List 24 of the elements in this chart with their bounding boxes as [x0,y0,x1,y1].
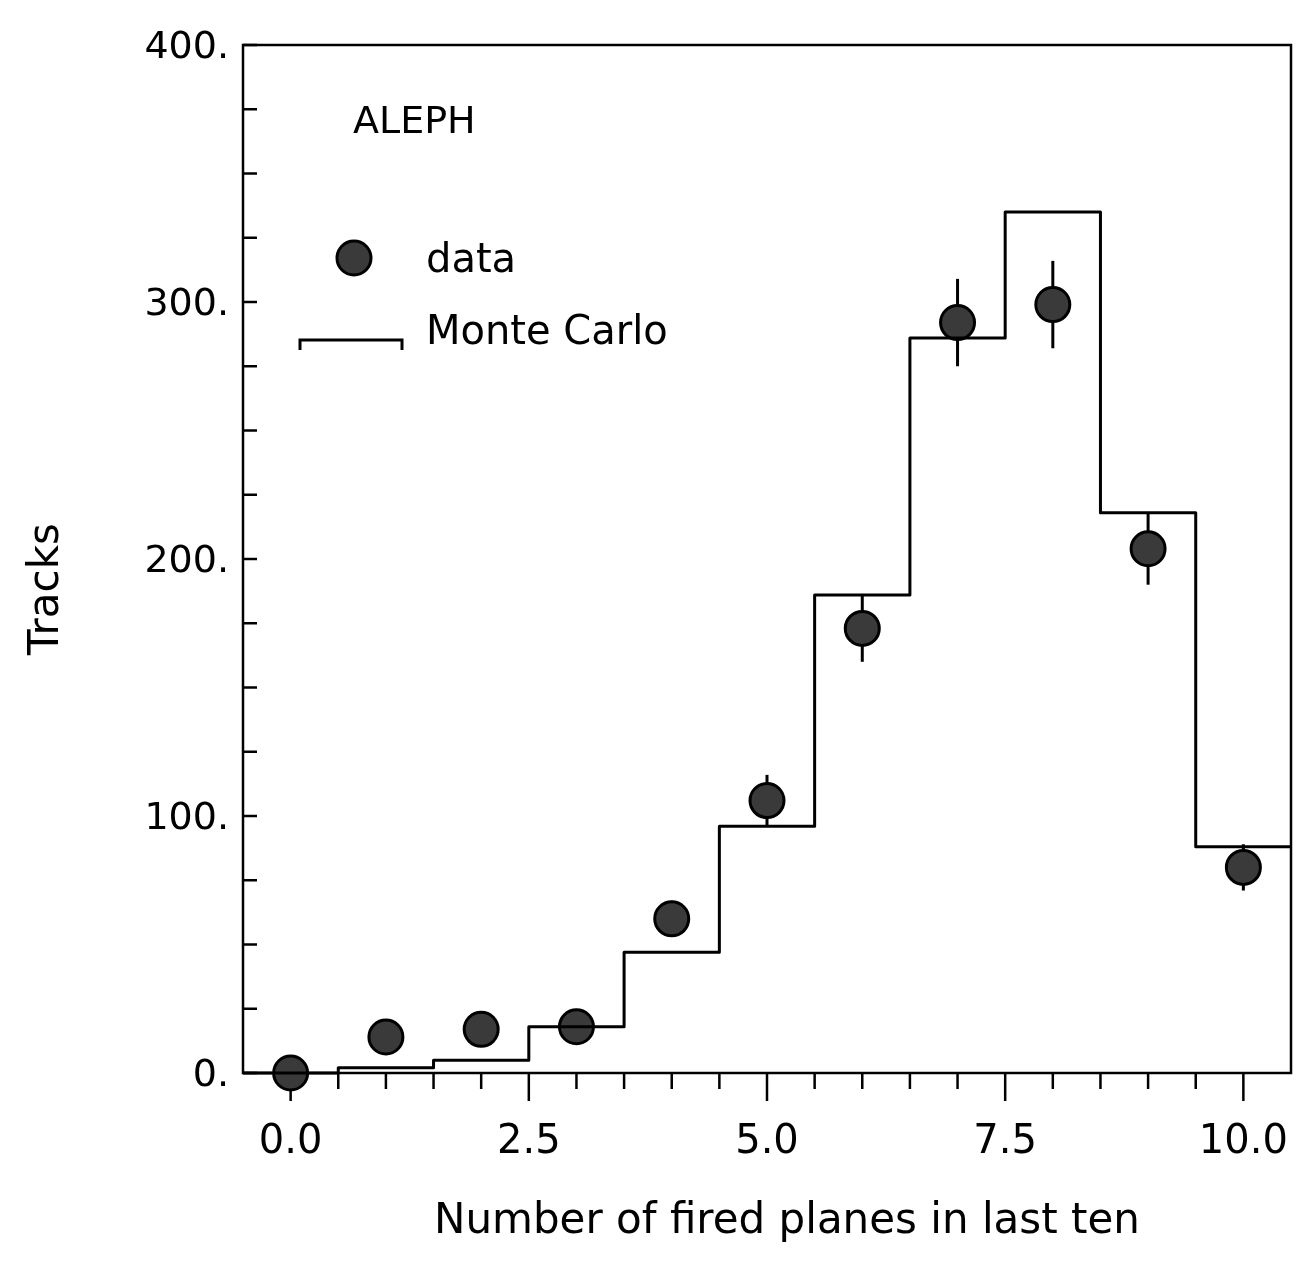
x-tick-label: 2.5 [497,1116,561,1162]
x-tick-label: 7.5 [973,1116,1037,1162]
legend-label: Monte Carlo [426,307,668,353]
y-axis-title: Tracks [19,523,68,656]
x-tick-label: 5.0 [735,1116,799,1162]
point [1129,530,1167,568]
annotation: ALEPH [353,98,476,142]
x-axis-title: Number of fired planes in last ten [434,1194,1140,1243]
x-tick-label: 0.0 [258,1116,323,1162]
point [1224,848,1262,886]
point [939,304,977,342]
y-tick-label: 200. [144,537,229,582]
point [1034,286,1072,324]
point [748,782,786,820]
point [462,1010,500,1048]
legend-label: data [426,235,517,281]
point [653,900,691,938]
x-tick-label: 10.0 [1198,1116,1288,1162]
y-tick-label: 300. [144,280,229,325]
point [843,609,881,647]
y-tick-label: 0. [192,1051,229,1096]
y-tick-label: 100. [144,794,229,839]
y-tick-label: 400. [144,23,229,68]
point [367,1018,405,1056]
